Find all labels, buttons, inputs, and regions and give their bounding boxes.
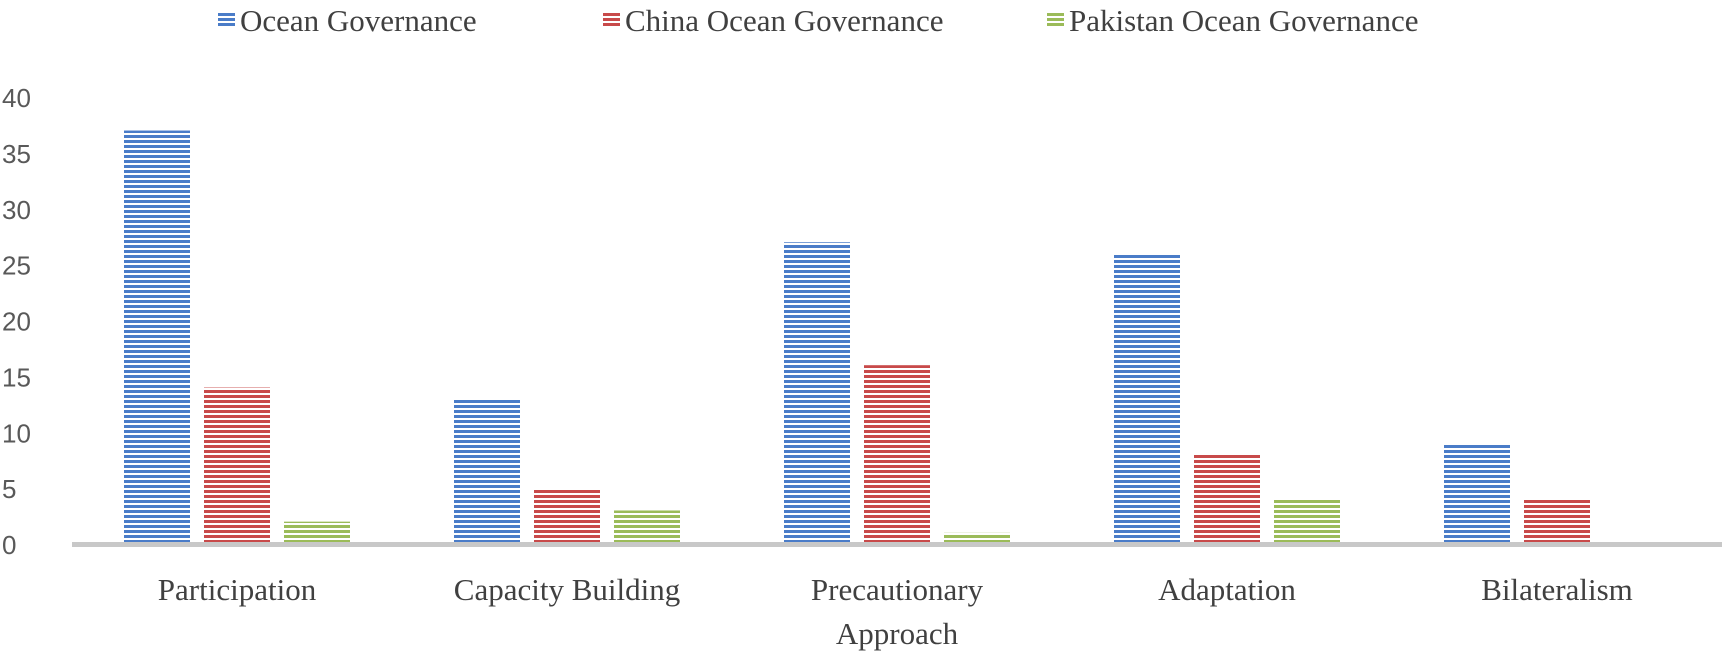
legend-label: Ocean Governance (240, 3, 477, 38)
y-tick-label: 5 (2, 474, 16, 504)
legend-swatch (1047, 13, 1064, 26)
y-tick-label: 15 (2, 362, 31, 392)
legend-label: China Ocean Governance (625, 3, 943, 38)
bar (864, 365, 930, 544)
y-tick-label: 0 (2, 530, 16, 560)
y-tick-label: 20 (2, 307, 31, 337)
x-axis-line (72, 542, 1722, 547)
legend-swatch (218, 13, 235, 26)
legend-swatch (603, 13, 620, 26)
bar (284, 521, 350, 544)
y-tick-label: 10 (2, 418, 31, 448)
bar (204, 387, 270, 544)
legend-item: Ocean Governance (218, 3, 477, 38)
bar (534, 488, 600, 544)
bar (1194, 454, 1260, 544)
x-tick-label: Adaptation (1158, 572, 1296, 607)
bar (1444, 443, 1510, 544)
bar (784, 242, 850, 544)
y-tick-label: 40 (2, 83, 31, 113)
bar (944, 532, 1010, 544)
x-tick-label: Participation (158, 572, 317, 607)
legend-label: Pakistan Ocean Governance (1069, 3, 1418, 38)
y-axis: 0 5 10 15 20 25 30 35 40 (2, 83, 31, 560)
legend-item: Pakistan Ocean Governance (1047, 3, 1418, 38)
bar (1524, 499, 1590, 544)
legend-item: China Ocean Governance (603, 3, 943, 38)
x-tick-label: Capacity Building (454, 572, 680, 607)
bar (1274, 499, 1340, 544)
x-tick-label: Precautionary Approach (811, 572, 984, 651)
legend: Ocean Governance China Ocean Governance Pa… (218, 3, 1418, 38)
bar (614, 510, 680, 544)
bar (1114, 253, 1180, 544)
x-tick-label: Bilateralism (1481, 572, 1633, 607)
x-axis: Participation Capacity Building Precaution… (72, 542, 1722, 651)
y-tick-label: 30 (2, 195, 31, 225)
bar (454, 398, 520, 544)
bar (124, 130, 190, 544)
y-tick-label: 25 (2, 251, 31, 281)
bars (124, 130, 1590, 544)
y-tick-label: 35 (2, 139, 31, 169)
